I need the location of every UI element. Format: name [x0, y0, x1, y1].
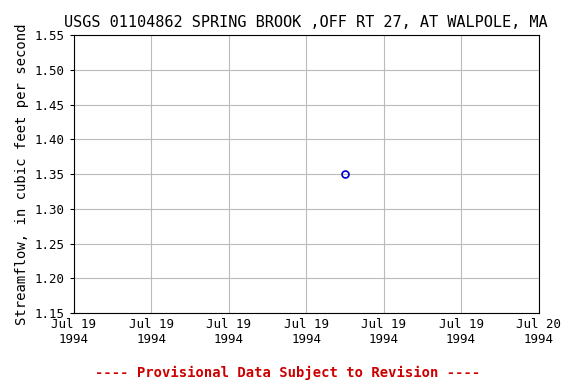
Text: ---- Provisional Data Subject to Revision ----: ---- Provisional Data Subject to Revisio…: [96, 366, 480, 380]
Y-axis label: Streamflow, in cubic feet per second: Streamflow, in cubic feet per second: [15, 23, 29, 325]
Title: USGS 01104862 SPRING BROOK ,OFF RT 27, AT WALPOLE, MA: USGS 01104862 SPRING BROOK ,OFF RT 27, A…: [65, 15, 548, 30]
